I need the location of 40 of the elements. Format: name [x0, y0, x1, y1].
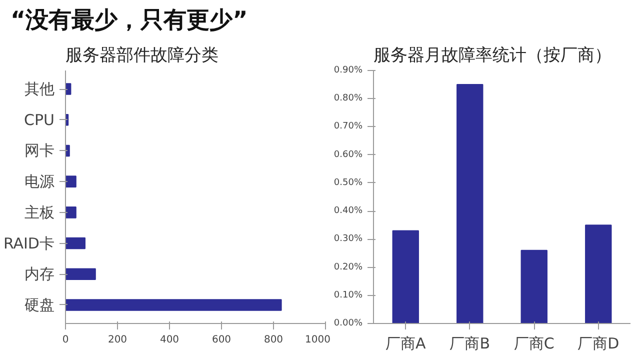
bar [66, 299, 282, 311]
y-tick-label: 网卡 [24, 142, 54, 160]
bar [66, 268, 96, 280]
chart-title: 服务器部件故障分类 [66, 46, 218, 66]
y-tick-label: 0.00% [334, 318, 363, 328]
bar [456, 84, 484, 324]
y-tick-label: 其他 [24, 80, 54, 98]
y-tick-label: 0.60% [334, 150, 363, 160]
x-tick-label: 厂商A [385, 334, 426, 352]
x-tick-label: 800 [264, 334, 284, 346]
bar [66, 176, 76, 188]
bar [585, 224, 612, 324]
bar [392, 230, 419, 324]
x-tick-label: 厂商B [450, 334, 490, 352]
chart-title: 服务器月故障率统计（按厂商） [374, 46, 612, 66]
y-tick-label: CPU [24, 110, 54, 129]
bar [520, 250, 548, 324]
y-tick-label: 电源 [24, 172, 54, 191]
y-tick-label: 0.80% [334, 94, 363, 104]
y-tick-label: 硬盘 [24, 296, 54, 314]
x-tick-label: 厂商C [514, 334, 554, 352]
text: “没有最少，只有更少” [10, 8, 248, 34]
y-tick-label: 0.20% [334, 262, 363, 272]
y-tick-label: 主板 [24, 203, 54, 222]
y-tick-label: RAID卡 [3, 234, 55, 252]
x-tick-label: 400 [160, 334, 180, 346]
y-tick-label: 0.40% [334, 206, 363, 216]
x-tick-label: 600 [212, 334, 232, 346]
y-tick-label: 0.50% [334, 178, 363, 188]
y-tick-label: 0.90% [334, 66, 363, 76]
x-tick-label: 0 [62, 334, 69, 346]
x-tick-label: 1000 [305, 334, 331, 346]
y-tick-label: 0.70% [334, 122, 363, 132]
y-tick-label: 内存 [24, 265, 54, 284]
x-tick-label: 厂商D [578, 334, 620, 352]
y-tick-label: 0.10% [334, 290, 363, 300]
bar [66, 206, 76, 218]
bar [66, 237, 86, 250]
x-tick-label: 200 [108, 334, 128, 346]
y-tick-label: 0.30% [334, 234, 363, 244]
